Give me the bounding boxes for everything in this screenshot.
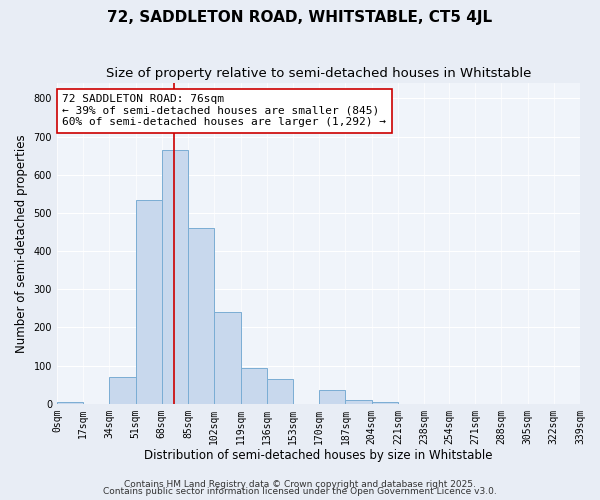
Bar bbox=[319, 390, 346, 404]
Text: Contains public sector information licensed under the Open Government Licence v3: Contains public sector information licen… bbox=[103, 487, 497, 496]
Text: Contains HM Land Registry data © Crown copyright and database right 2025.: Contains HM Land Registry data © Crown c… bbox=[124, 480, 476, 489]
Y-axis label: Number of semi-detached properties: Number of semi-detached properties bbox=[15, 134, 28, 353]
Bar bbox=[188, 228, 214, 404]
Text: 72, SADDLETON ROAD, WHITSTABLE, CT5 4JL: 72, SADDLETON ROAD, WHITSTABLE, CT5 4JL bbox=[107, 10, 493, 25]
Bar bbox=[162, 150, 188, 404]
Bar bbox=[214, 312, 241, 404]
X-axis label: Distribution of semi-detached houses by size in Whitstable: Distribution of semi-detached houses by … bbox=[144, 450, 493, 462]
Title: Size of property relative to semi-detached houses in Whitstable: Size of property relative to semi-detach… bbox=[106, 68, 531, 80]
Bar bbox=[267, 379, 293, 404]
Bar bbox=[136, 200, 162, 404]
Bar bbox=[241, 368, 267, 404]
Bar bbox=[346, 400, 371, 404]
Bar bbox=[57, 402, 83, 404]
Bar bbox=[109, 377, 136, 404]
Bar bbox=[371, 402, 398, 404]
Text: 72 SADDLETON ROAD: 76sqm
← 39% of semi-detached houses are smaller (845)
60% of : 72 SADDLETON ROAD: 76sqm ← 39% of semi-d… bbox=[62, 94, 386, 128]
